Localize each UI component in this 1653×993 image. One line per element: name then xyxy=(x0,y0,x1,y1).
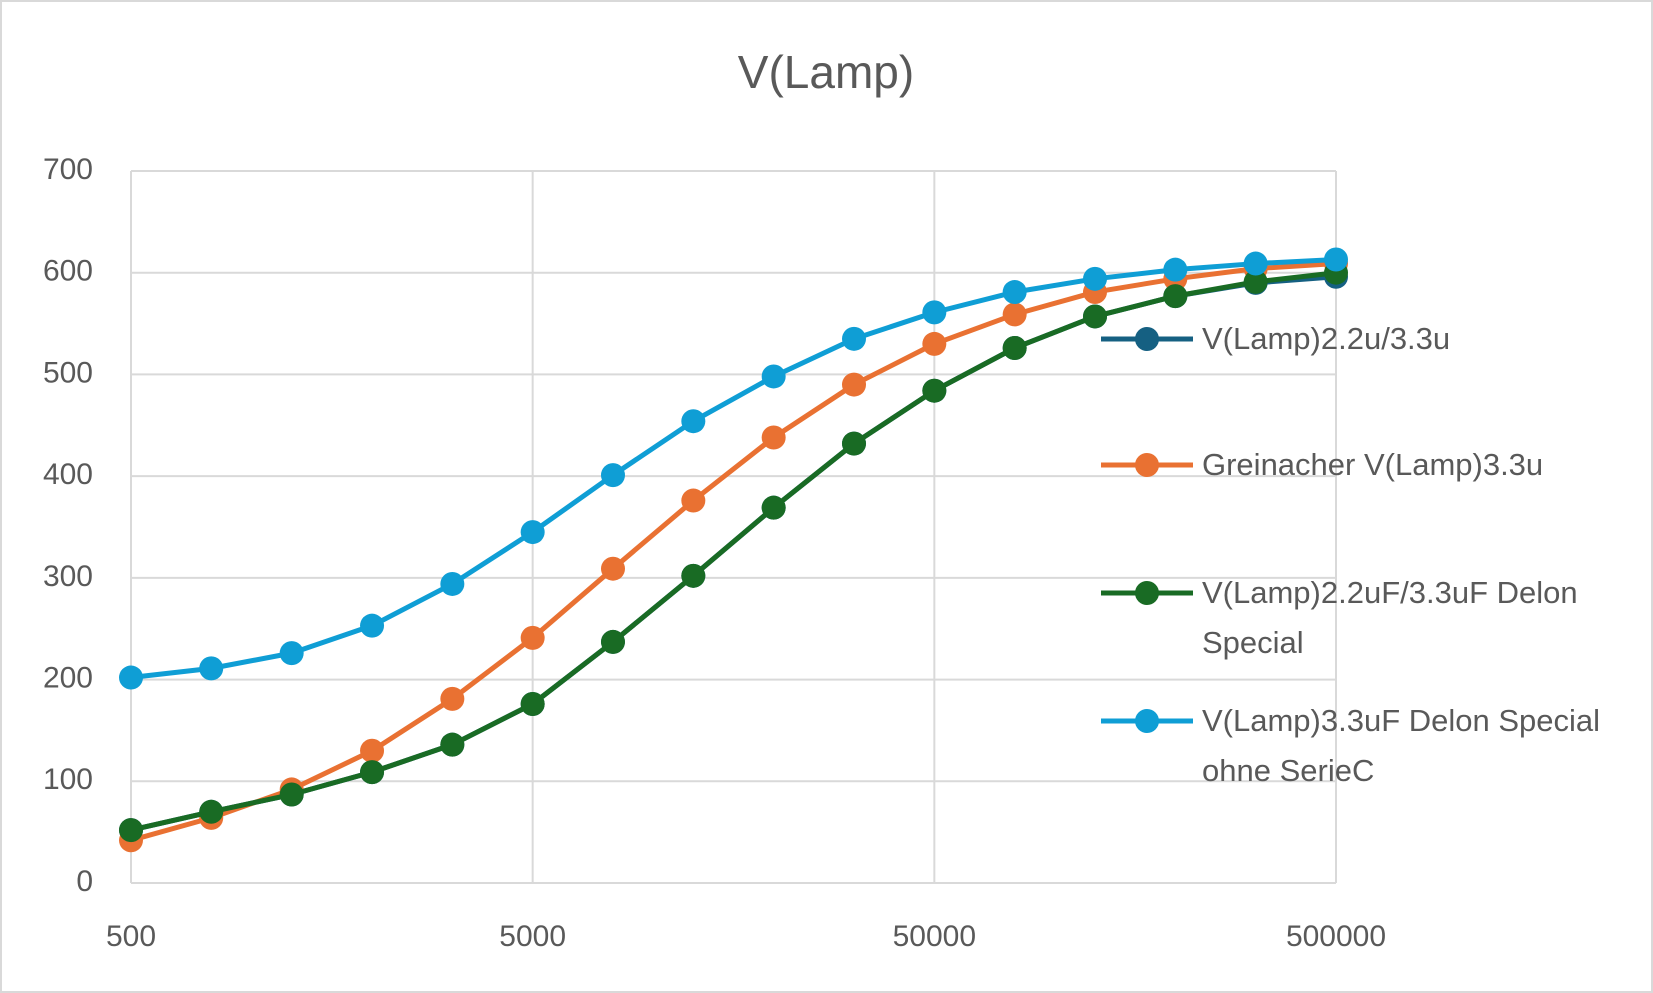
legend-marker xyxy=(1135,453,1159,477)
y-tick-label: 500 xyxy=(43,356,93,389)
data-point xyxy=(520,520,545,545)
data-point xyxy=(842,372,867,397)
data-point xyxy=(1082,304,1107,329)
data-point xyxy=(360,738,385,763)
data-point xyxy=(600,556,625,581)
legend-label: V(Lamp)3.3uF Delon Special ohne SerieC xyxy=(1202,703,1601,788)
data-point xyxy=(922,378,947,403)
data-point xyxy=(761,495,786,520)
data-point xyxy=(1243,269,1268,294)
data-point xyxy=(600,463,625,488)
data-point xyxy=(681,488,706,513)
x-tick-label: 500000 xyxy=(1286,920,1386,953)
data-point xyxy=(520,625,545,650)
legend-label: Greinacher V(Lamp)3.3u xyxy=(1202,447,1544,482)
data-point xyxy=(681,563,706,588)
data-point xyxy=(440,686,465,711)
data-point xyxy=(1002,280,1027,305)
data-point xyxy=(279,641,304,666)
data-point xyxy=(1082,266,1107,291)
legend-marker xyxy=(1135,581,1159,605)
data-point xyxy=(520,691,545,716)
data-point xyxy=(360,760,385,785)
data-point xyxy=(1324,247,1348,272)
data-point xyxy=(1243,251,1268,276)
data-point xyxy=(922,331,947,356)
data-point xyxy=(1163,284,1188,309)
data-point xyxy=(761,425,786,450)
data-point xyxy=(1002,335,1027,360)
data-point xyxy=(922,300,947,325)
series-line xyxy=(130,261,1337,843)
data-point xyxy=(761,364,786,389)
legend-label: V(Lamp)2.2uF/3.3uF Delon Special xyxy=(1202,575,1578,660)
y-tick-label: 600 xyxy=(43,255,93,288)
y-tick-label: 200 xyxy=(43,661,93,694)
data-point xyxy=(360,613,385,638)
legend-marker xyxy=(1135,709,1159,733)
data-point xyxy=(119,818,143,843)
data-point xyxy=(1163,257,1188,282)
data-point xyxy=(1002,302,1027,327)
data-point xyxy=(119,665,143,690)
y-tick-label: 300 xyxy=(43,560,93,593)
series-line xyxy=(130,256,1337,681)
x-tick-label: 5000 xyxy=(499,920,566,953)
y-tick-label: 700 xyxy=(43,153,93,186)
legend-marker xyxy=(1135,327,1159,351)
legend-label: V(Lamp)2.2u/3.3u xyxy=(1202,321,1451,356)
data-point xyxy=(842,326,867,351)
data-point xyxy=(600,629,625,654)
data-point xyxy=(842,431,867,456)
chart-title: V(Lamp) xyxy=(738,46,914,98)
y-tick-label: 100 xyxy=(43,763,93,796)
data-point xyxy=(681,409,706,434)
x-tick-label: 50000 xyxy=(893,920,976,953)
y-tick-label: 0 xyxy=(76,865,93,898)
data-point xyxy=(199,799,224,824)
data-point xyxy=(199,656,224,681)
y-tick-label: 400 xyxy=(43,458,93,491)
x-tick-label: 500 xyxy=(106,920,156,953)
data-point xyxy=(279,782,304,807)
data-point xyxy=(440,732,465,757)
series-line xyxy=(130,270,1337,833)
data-point xyxy=(440,571,465,596)
